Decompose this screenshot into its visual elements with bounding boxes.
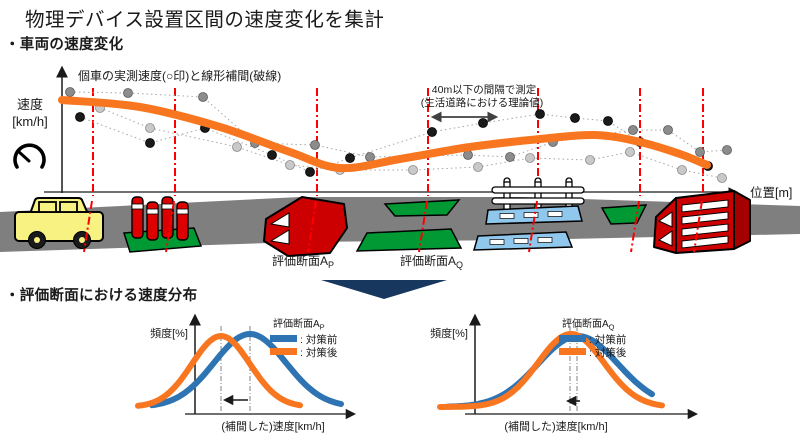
y-axis-label-1: 速度 [17, 97, 43, 112]
legend-after-label: : 対策後 [300, 346, 338, 359]
y-axis-label-2: [km/h] [12, 114, 47, 129]
dist-right-y-label: 頻度[%] [430, 326, 468, 340]
x-axis-label: 位置[m] [750, 185, 792, 200]
dist-right-x-label: (補間した)速度[km/h] [504, 419, 607, 433]
cross-section-label-aq: 評価断面AQ [400, 253, 463, 270]
legend-after-label: : 対策後 [589, 346, 627, 359]
car-icon [15, 198, 103, 249]
legend-aq-title: 評価断面AQ [562, 317, 615, 332]
interpolated-speed-curve [62, 100, 707, 168]
dist-left-x-label: (補間した)速度[km/h] [221, 419, 324, 433]
crossing-fence [492, 178, 584, 210]
legend-before-label: : 対策前 [589, 333, 626, 346]
down-arrow-icon [321, 280, 447, 299]
diagram-canvas: 個車の実測速度(○印)と線形補間(破線) 速度 [km/h] 位置[m] 40m… [0, 0, 800, 434]
legend-after-swatch [559, 348, 586, 355]
measured-speed-dots [66, 88, 732, 183]
measurement-annotation: 40m以下の間隔で測定 (生活道路における理論値) [421, 83, 544, 117]
raised-crosswalk [654, 191, 750, 253]
legend-before-swatch [270, 335, 297, 342]
legend-ap: 評価断面AP : 対策前 : 対策後 [270, 317, 338, 359]
slide: 物理デバイス設置区間の速度変化を集計 ・車両の速度変化 ・評価断面における速度分… [0, 0, 800, 434]
evaluation-section-lines [93, 88, 703, 196]
annotation-line-2: (生活道路における理論値) [421, 96, 544, 109]
legend-before-label: : 対策前 [300, 333, 337, 346]
chart-note: 個車の実測速度(○印)と線形補間(破線) [78, 68, 281, 83]
speedometer-icon [15, 145, 44, 167]
annotation-line-1: 40m以下の間隔で測定 [432, 83, 537, 96]
distribution-right-curves [440, 326, 662, 413]
legend-before-swatch [559, 335, 586, 342]
legend-aq: 評価断面AQ : 対策前 : 対策後 [559, 317, 627, 359]
cross-section-label-ap: 評価断面AP [272, 253, 334, 270]
legend-after-swatch [270, 348, 297, 355]
legend-ap-title: 評価断面AP [273, 317, 325, 332]
dist-left-y-label: 頻度[%] [150, 326, 188, 340]
